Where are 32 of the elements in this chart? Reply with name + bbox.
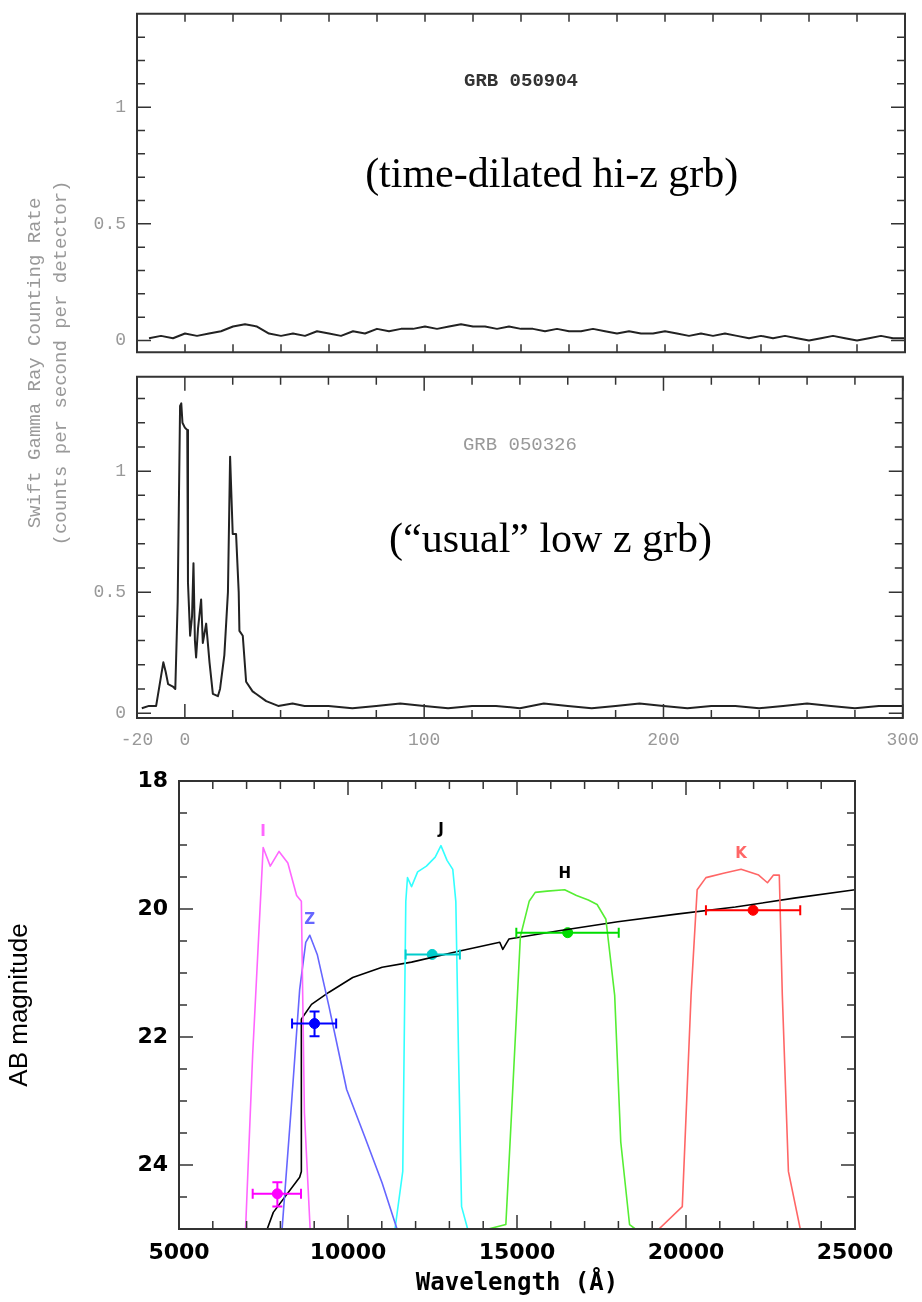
y-tick-label: 1 (115, 460, 126, 481)
x-tick-label: -20 (120, 729, 154, 750)
annotation: (time-dilated hi-z grb) (365, 150, 739, 198)
series-label: J (437, 820, 444, 839)
y-axis-title: Swift Gamma Ray Counting Rate (counts per second per detector) (23, 180, 73, 546)
y-tick-label: 0 (115, 702, 126, 723)
x-tick-label: 100 (407, 729, 441, 750)
series-label: Z (304, 909, 316, 928)
x-tick-label: 200 (647, 729, 680, 750)
y-tick-label: 0.5 (93, 581, 126, 602)
text: GRB 050326 (462, 434, 577, 457)
y-tick-label: 18 (137, 766, 168, 792)
series-label: I (260, 821, 266, 840)
x-tick-label: 25000 (816, 1238, 894, 1264)
y-tick-label: 20 (137, 894, 168, 920)
y-tick-label: 22 (137, 1022, 168, 1048)
x-axis-title: Wavelength (Å) (415, 1266, 619, 1296)
x-tick-label: 20000 (647, 1238, 725, 1264)
x-tick-label: 15000 (478, 1238, 556, 1264)
y-tick-label: 0 (115, 330, 126, 351)
y-axis-title: AB magnitude (2, 923, 33, 1087)
text: GRB 050904 (463, 70, 579, 93)
y-tick-label: 24 (137, 1150, 168, 1176)
x-tick-label: 5000 (148, 1238, 210, 1264)
x-tick-label: 300 (886, 729, 919, 750)
series-label: K (735, 843, 749, 862)
y-tick-label: 0.5 (93, 213, 126, 234)
annotation: (“usual” low z grb) (389, 514, 713, 562)
y-tick-label: 1 (115, 96, 126, 117)
series-label: H (558, 864, 571, 883)
x-tick-label: 10000 (309, 1238, 387, 1264)
x-tick-label: 0 (179, 729, 191, 750)
